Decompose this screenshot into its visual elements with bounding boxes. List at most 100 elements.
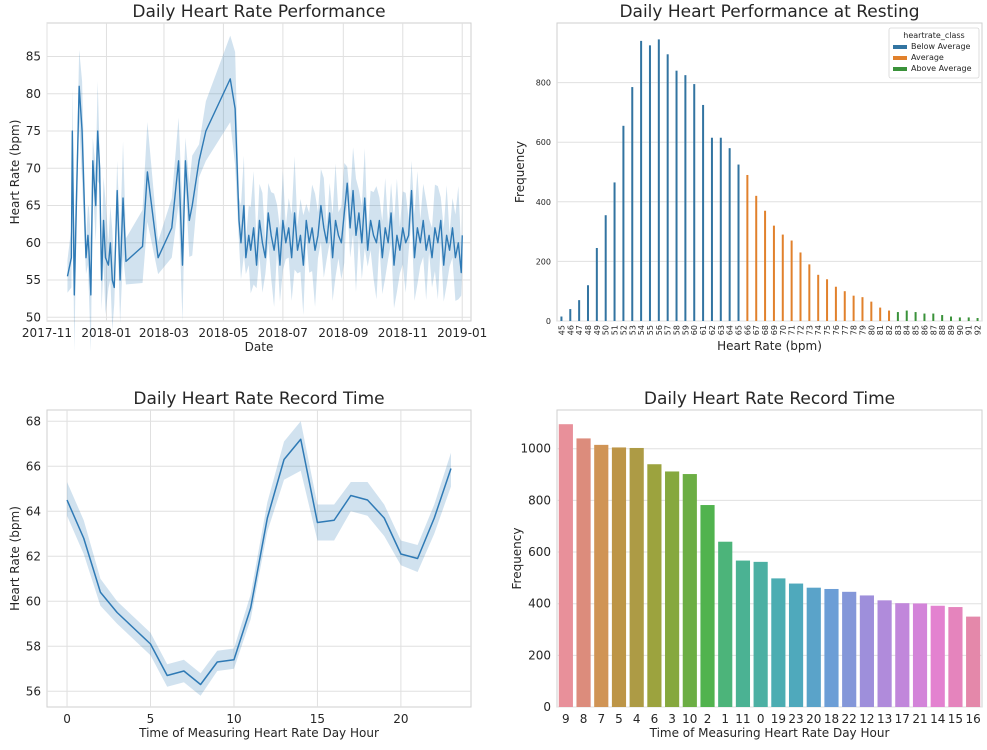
bar-hour-20: [806, 587, 821, 707]
y-axis-label-1: Heart Rate (bpm): [8, 120, 22, 225]
x-tick-label: 9: [562, 712, 570, 726]
bar-66: [746, 174, 749, 321]
x-tick-label: 12: [859, 712, 874, 726]
bar-63: [719, 137, 722, 321]
legend-swatch-1: [893, 56, 907, 60]
y-tick-label: 60: [26, 594, 41, 608]
bar-85: [914, 312, 917, 321]
bar-71: [790, 240, 793, 321]
bar-75: [826, 279, 829, 321]
bar-72: [799, 252, 802, 321]
y-tick-label: 64: [26, 504, 41, 518]
x-tick-label: 64: [726, 325, 735, 335]
x-tick-label: 74: [814, 325, 823, 335]
x-tick-label: 76: [832, 325, 841, 335]
y-axis-label-3: Heart Rate (bpm): [8, 506, 22, 611]
y-tick-label: 800: [536, 79, 551, 88]
bar-49: [595, 247, 598, 321]
bar-73: [808, 264, 811, 321]
bar-hour-18: [824, 588, 839, 707]
bar-84: [905, 310, 908, 321]
x-tick-label: 2018-03: [139, 326, 189, 340]
bar-82: [888, 310, 891, 321]
bar-48: [586, 285, 589, 321]
x-tick-label: 87: [929, 325, 938, 335]
bar-hour-12: [859, 595, 874, 707]
x-tick-label: 51: [611, 325, 620, 335]
x-tick-label: 1: [721, 712, 729, 726]
bar-90: [958, 317, 961, 321]
x-tick-label: 10: [682, 712, 697, 726]
plot-area-3: [46, 409, 472, 708]
x-tick-label: 63: [717, 325, 726, 335]
x-tick-label: 5: [147, 712, 155, 726]
legend-label-1: Average: [911, 53, 944, 62]
bar-hour-23: [788, 583, 804, 707]
legend-title: heartrate_class: [903, 31, 964, 40]
x-tick-label: 72: [796, 325, 805, 335]
y-tick-label: 400: [536, 198, 551, 207]
x-tick-label: 15: [310, 712, 325, 726]
x-tick-label: 11: [735, 712, 750, 726]
x-tick-label: 68: [761, 325, 770, 335]
bar-hour-11: [735, 560, 751, 707]
bar-62: [710, 137, 713, 321]
bar-46: [569, 309, 572, 321]
bar-hour-4: [629, 447, 644, 707]
x-tick-label: 45: [557, 325, 566, 335]
x-tick-label: 75: [823, 325, 832, 335]
bar-hour-17: [895, 603, 910, 707]
y-tick-label: 75: [26, 124, 41, 138]
y-tick-label: 66: [26, 459, 41, 473]
x-tick-label: 2018-09: [318, 326, 368, 340]
bar-hour-21: [912, 603, 928, 707]
chart-title-4: Daily Heart Rate Record Time: [644, 389, 895, 409]
bar-67: [755, 195, 758, 321]
bar-hour-13: [877, 600, 892, 707]
bar-76: [834, 286, 837, 321]
legend-box: [888, 27, 980, 79]
x-tick-label: 86: [920, 325, 929, 335]
x-tick-label: 6: [651, 712, 659, 726]
x-axis-label-2: Heart Rate (bpm): [717, 339, 822, 353]
bar-92: [976, 318, 979, 321]
x-tick-label: 3: [668, 712, 676, 726]
bar-hour-9: [558, 424, 573, 707]
y-tick-label: 85: [26, 50, 41, 64]
bar-hour-15: [948, 607, 963, 707]
x-tick-label: 70: [779, 325, 788, 335]
bar-79: [861, 297, 864, 321]
bar-61: [702, 104, 705, 321]
x-tick-label: 15: [948, 712, 963, 726]
bar-77: [843, 291, 846, 321]
x-tick-label: 7: [597, 712, 605, 726]
x-tick-label: 20: [806, 712, 821, 726]
x-tick-label: 20: [393, 712, 408, 726]
bar-86: [923, 313, 926, 321]
bar-65: [737, 164, 740, 321]
x-tick-label: 16: [966, 712, 981, 726]
x-tick-label: 10: [226, 712, 241, 726]
x-tick-label: 47: [575, 325, 584, 335]
x-tick-label: 83: [894, 325, 903, 335]
y-tick-label: 62: [26, 549, 41, 563]
x-tick-label: 2018-07: [258, 326, 308, 340]
bar-hour-16: [966, 616, 981, 707]
bar-55: [648, 45, 651, 321]
y-tick-label: 200: [536, 257, 551, 266]
x-tick-label: 0: [757, 712, 765, 726]
x-tick-label: 2018-11: [378, 326, 428, 340]
x-tick-label: 54: [637, 325, 646, 335]
x-tick-label: 2018-01: [81, 326, 131, 340]
x-tick-label: 46: [566, 325, 575, 335]
y-tick-label: 58: [26, 639, 41, 653]
x-tick-label: 65: [735, 325, 744, 335]
x-tick-label: 13: [877, 712, 892, 726]
y-tick-label: 60: [26, 236, 41, 250]
x-tick-label: 17: [895, 712, 910, 726]
legend-swatch-2: [893, 67, 907, 71]
x-tick-label: 80: [867, 325, 876, 335]
x-tick-label: 85: [912, 325, 921, 335]
bar-83: [896, 312, 899, 321]
